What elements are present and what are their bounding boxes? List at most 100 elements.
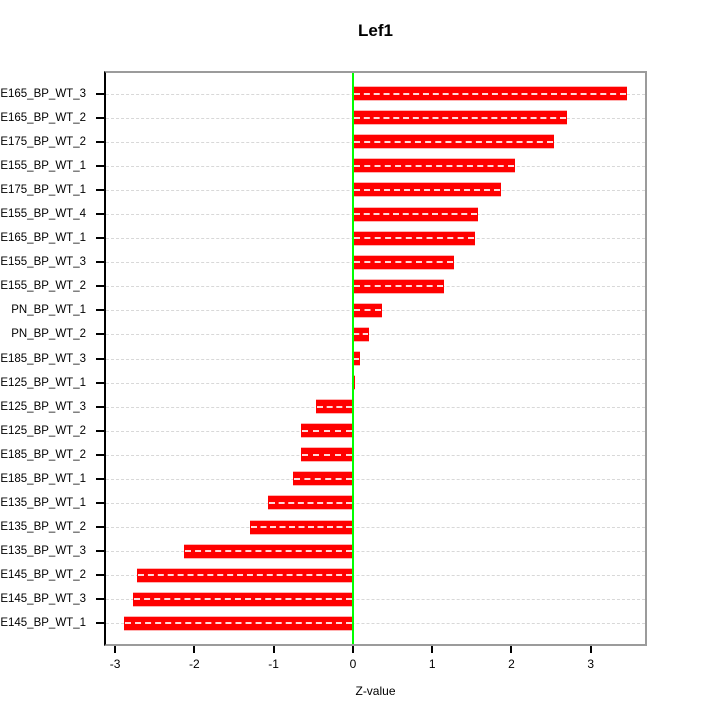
bar — [352, 183, 502, 197]
y-axis-label: E125_BP_WT_2 — [0, 424, 86, 437]
bar — [301, 424, 353, 438]
y-axis-tick — [96, 405, 104, 408]
y-axis-label: E165_BP_WT_2 — [0, 111, 86, 124]
y-axis-tick — [96, 526, 104, 528]
y-axis-tick — [96, 285, 104, 288]
bar — [132, 592, 353, 606]
bar — [268, 496, 353, 510]
bar — [352, 279, 445, 293]
x-axis-title: Z-value — [355, 684, 396, 698]
y-axis-label: E155_BP_WT_2 — [0, 280, 86, 293]
y-axis-tick — [96, 309, 104, 312]
y-axis-label: E145_BP_WT_2 — [0, 569, 86, 582]
y-axis-label: E185_BP_WT_3 — [0, 352, 86, 365]
gridline — [106, 478, 645, 480]
bar — [293, 472, 353, 486]
y-axis-label: E155_BP_WT_4 — [0, 208, 86, 221]
x-axis-tick-label: 3 — [587, 657, 595, 671]
y-axis-tick — [96, 213, 104, 216]
y-axis-tick — [96, 501, 104, 504]
y-axis-tick — [96, 574, 104, 577]
y-axis-label: E135_BP_WT_1 — [0, 496, 86, 509]
y-axis-tick — [96, 333, 104, 336]
y-axis-label: E175_BP_WT_1 — [0, 183, 86, 196]
x-axis-tick-label: -3 — [109, 657, 121, 671]
y-axis-tick — [96, 140, 104, 143]
gridline — [106, 575, 645, 577]
y-axis-tick — [96, 116, 104, 119]
gridline — [106, 599, 645, 601]
bar — [301, 448, 353, 462]
x-axis-tick-label: 1 — [428, 657, 436, 671]
gridline — [106, 454, 645, 456]
x-axis-tick-label: 2 — [508, 657, 515, 671]
y-axis-label: E135_BP_WT_3 — [0, 545, 86, 558]
x-axis-tick-label: -1 — [268, 657, 279, 671]
y-axis-tick — [96, 188, 104, 191]
y-axis-label: E125_BP_WT_3 — [0, 400, 86, 413]
gridline — [106, 502, 645, 504]
y-axis-label: E185_BP_WT_1 — [0, 472, 86, 485]
bar — [352, 207, 479, 221]
y-axis-tick — [96, 357, 104, 360]
bar — [184, 544, 353, 558]
y-axis-tick — [96, 237, 104, 240]
bar — [352, 111, 567, 125]
bar — [136, 568, 353, 582]
gridline — [106, 527, 645, 528]
y-axis-tick — [96, 550, 104, 553]
y-axis-label: E145_BP_WT_3 — [0, 593, 86, 606]
bar — [352, 159, 516, 173]
bar — [315, 400, 353, 414]
y-axis-label: E145_BP_WT_1 — [0, 617, 86, 630]
y-axis-tick — [96, 164, 104, 167]
y-axis-label: E185_BP_WT_2 — [0, 448, 86, 461]
y-axis-tick — [96, 261, 104, 264]
gridline — [106, 382, 645, 384]
x-axis-tick-label: 0 — [349, 657, 357, 671]
bar — [352, 87, 628, 101]
y-axis-tick — [96, 622, 104, 625]
y-axis-tick — [96, 598, 104, 601]
bar — [352, 135, 555, 149]
gridline — [106, 334, 645, 336]
gridline — [106, 358, 645, 360]
y-axis-label: E165_BP_WT_1 — [0, 232, 86, 245]
x-axis-tick — [510, 646, 513, 653]
y-axis-label: PN_BP_WT_2 — [11, 328, 86, 341]
y-axis-tick — [96, 429, 104, 432]
y-axis-tick — [96, 381, 104, 384]
bar — [352, 303, 383, 317]
y-axis-label: E165_BP_WT_3 — [0, 87, 86, 100]
bar — [352, 231, 475, 245]
y-axis-tick — [96, 477, 104, 480]
gridline — [106, 430, 645, 432]
x-axis-tick — [431, 646, 434, 653]
chart-title: Lef1 — [358, 21, 393, 40]
x-axis-tick — [193, 646, 196, 653]
zero-line — [351, 71, 354, 646]
bar — [352, 376, 355, 390]
y-axis-label: E175_BP_WT_2 — [0, 135, 86, 148]
gridline — [106, 551, 645, 553]
bar — [352, 352, 361, 365]
y-axis-label: E155_BP_WT_3 — [0, 256, 86, 269]
bar — [249, 520, 353, 534]
bar — [352, 327, 369, 341]
x-axis-tick — [351, 646, 354, 653]
x-axis-tick-label: -2 — [189, 657, 200, 671]
y-axis-label: E155_BP_WT_1 — [0, 159, 86, 172]
x-axis-tick — [114, 646, 117, 653]
gridline — [106, 406, 645, 408]
bar — [352, 255, 454, 269]
y-axis-tick — [96, 453, 104, 456]
bar — [123, 616, 353, 630]
x-axis-tick — [589, 646, 592, 653]
y-axis-tick — [96, 92, 104, 95]
y-axis-label: E125_BP_WT_1 — [0, 376, 86, 389]
gridline — [106, 623, 645, 625]
x-axis-tick — [272, 646, 275, 653]
y-axis-label: PN_BP_WT_1 — [11, 304, 86, 317]
y-axis-label: E135_BP_WT_2 — [0, 521, 86, 533]
